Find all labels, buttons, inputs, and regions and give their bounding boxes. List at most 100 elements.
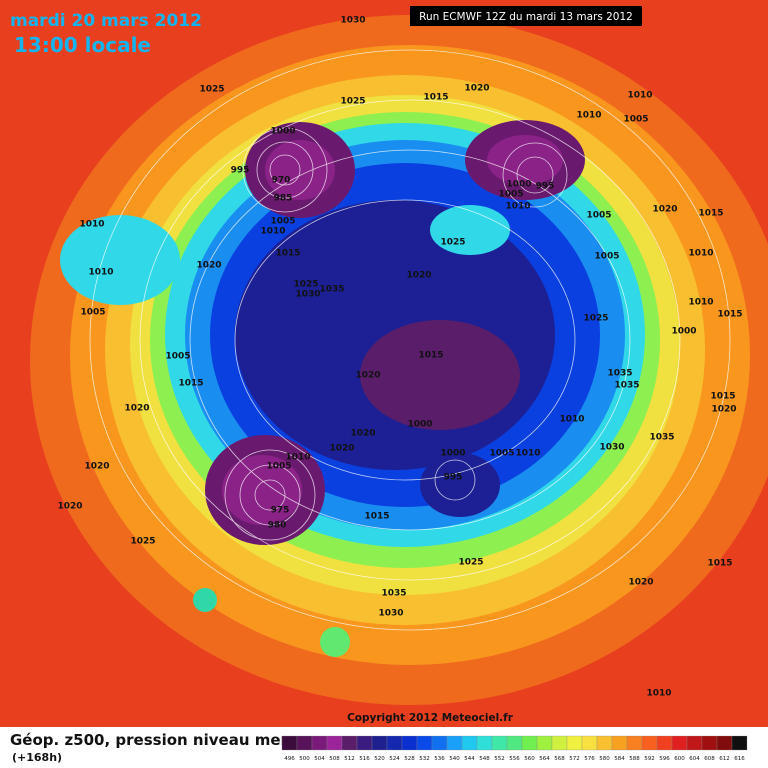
isobar-label: 1010 (88, 268, 113, 278)
scale-label: 548 (479, 756, 490, 762)
scale-swatch (416, 735, 433, 751)
scale-label: 536 (434, 756, 445, 762)
scale-swatch (626, 735, 643, 751)
isobar-label: 1000 (506, 180, 531, 190)
isobar-label: 1000 (440, 449, 465, 459)
scale-label: 612 (719, 756, 730, 762)
scale-label: 588 (629, 756, 640, 762)
scale-label: 572 (569, 756, 580, 762)
isobar-label: 1010 (505, 202, 530, 212)
scale-label: 496 (284, 756, 295, 762)
scale-swatch (326, 735, 343, 751)
scale-label: 528 (404, 756, 415, 762)
scale-swatch (671, 735, 688, 751)
scale-swatch (371, 735, 388, 751)
isobar-label: 1005 (270, 217, 295, 227)
isobar-label: 1025 (340, 97, 365, 107)
scale-swatch (341, 735, 358, 751)
isobar-label: 985 (274, 194, 293, 204)
isobar-label: 1015 (418, 351, 443, 361)
isobar-label: 1020 (196, 261, 221, 271)
scale-swatch (491, 735, 508, 751)
isobar-label: 1020 (57, 502, 82, 512)
isobar-label: 1015 (698, 209, 723, 219)
run-info: Run ECMWF 12Z du mardi 13 mars 2012 (419, 11, 633, 23)
isobar-label: 1035 (607, 369, 632, 379)
scale-swatch (596, 735, 613, 751)
scale-swatch (446, 735, 463, 751)
isobar-label: 1010 (688, 249, 713, 259)
scale-swatch (476, 735, 493, 751)
scale-label: 516 (359, 756, 370, 762)
scale-swatch (281, 735, 298, 751)
scale-label: 532 (419, 756, 430, 762)
isobar-label: 995 (444, 473, 463, 483)
scale-label: 604 (689, 756, 700, 762)
copyright: Copyright 2012 Meteociel.fr (347, 712, 514, 724)
isobar-label: 1020 (464, 84, 489, 94)
isobar-label: 1015 (178, 379, 203, 389)
isobar-label: 1015 (423, 93, 448, 103)
isobar-label: 970 (272, 176, 291, 186)
isobar-label: 1035 (319, 285, 344, 295)
scale-swatch (731, 735, 748, 751)
isobar-label: 1020 (711, 405, 736, 415)
isobar-label: 1015 (707, 559, 732, 569)
scale-swatch (296, 735, 313, 751)
isobar-label: 1035 (381, 589, 406, 599)
isobar-label: 995 (536, 182, 555, 192)
scale-swatch (386, 735, 403, 751)
isobar-label: 995 (231, 166, 250, 176)
scale-label: 608 (704, 756, 715, 762)
isobar-label: 1020 (84, 462, 109, 472)
scale-label: 576 (584, 756, 595, 762)
scale-label: 592 (644, 756, 655, 762)
isobar-label: 1005 (623, 115, 648, 125)
color-scale: 496 500 504 508 512 516 520 524 528 532 536 540 544 5… (281, 735, 748, 762)
isobar-label: 1005 (498, 190, 523, 200)
isobar-label: 1030 (599, 443, 624, 453)
isobar-label: 1020 (350, 429, 375, 439)
scale-label: 508 (329, 756, 340, 762)
scale-label: 524 (389, 756, 400, 762)
scale-swatch (641, 735, 658, 751)
isobar-label: 1010 (688, 298, 713, 308)
isobar-label: 1035 (649, 433, 674, 443)
scale-label: 568 (554, 756, 565, 762)
z500-field (30, 15, 768, 705)
scale-label: 616 (734, 756, 745, 762)
isobar-label: 1005 (165, 352, 190, 362)
scale-swatch (611, 735, 628, 751)
scale-label: 596 (659, 756, 670, 762)
isobar-label: 1005 (489, 449, 514, 459)
time: 13:00 locale (14, 33, 151, 57)
isobar-label: 1015 (275, 249, 300, 259)
isobar-label: 1000 (270, 127, 295, 137)
scale-label: 512 (344, 756, 355, 762)
scale-swatch (716, 735, 733, 751)
run-box (410, 6, 642, 26)
isobar-label: 1005 (586, 211, 611, 221)
isobar-label: 1005 (80, 308, 105, 318)
scale-swatch (521, 735, 538, 751)
isobar-label: 1010 (646, 689, 671, 699)
isobar-label: 1005 (266, 462, 291, 472)
scale-label: 540 (449, 756, 460, 762)
isobar-label: 1020 (652, 205, 677, 215)
scale-swatch (581, 735, 598, 751)
scale-swatch (656, 735, 673, 751)
scale-swatch (401, 735, 418, 751)
isobar-label: 1025 (458, 558, 483, 568)
scale-label: 552 (494, 756, 505, 762)
scale-label: 556 (509, 756, 520, 762)
isobar-label: 1030 (340, 16, 365, 26)
scale-swatch (686, 735, 703, 751)
isobar-label: 1030 (378, 609, 403, 619)
date: mardi 20 mars 2012 (10, 11, 202, 31)
scale-swatch (311, 735, 328, 751)
isobar-label: 1010 (515, 449, 540, 459)
scale-label: 584 (614, 756, 625, 762)
isobar-label: 1005 (594, 252, 619, 262)
scale-swatch (506, 735, 523, 751)
